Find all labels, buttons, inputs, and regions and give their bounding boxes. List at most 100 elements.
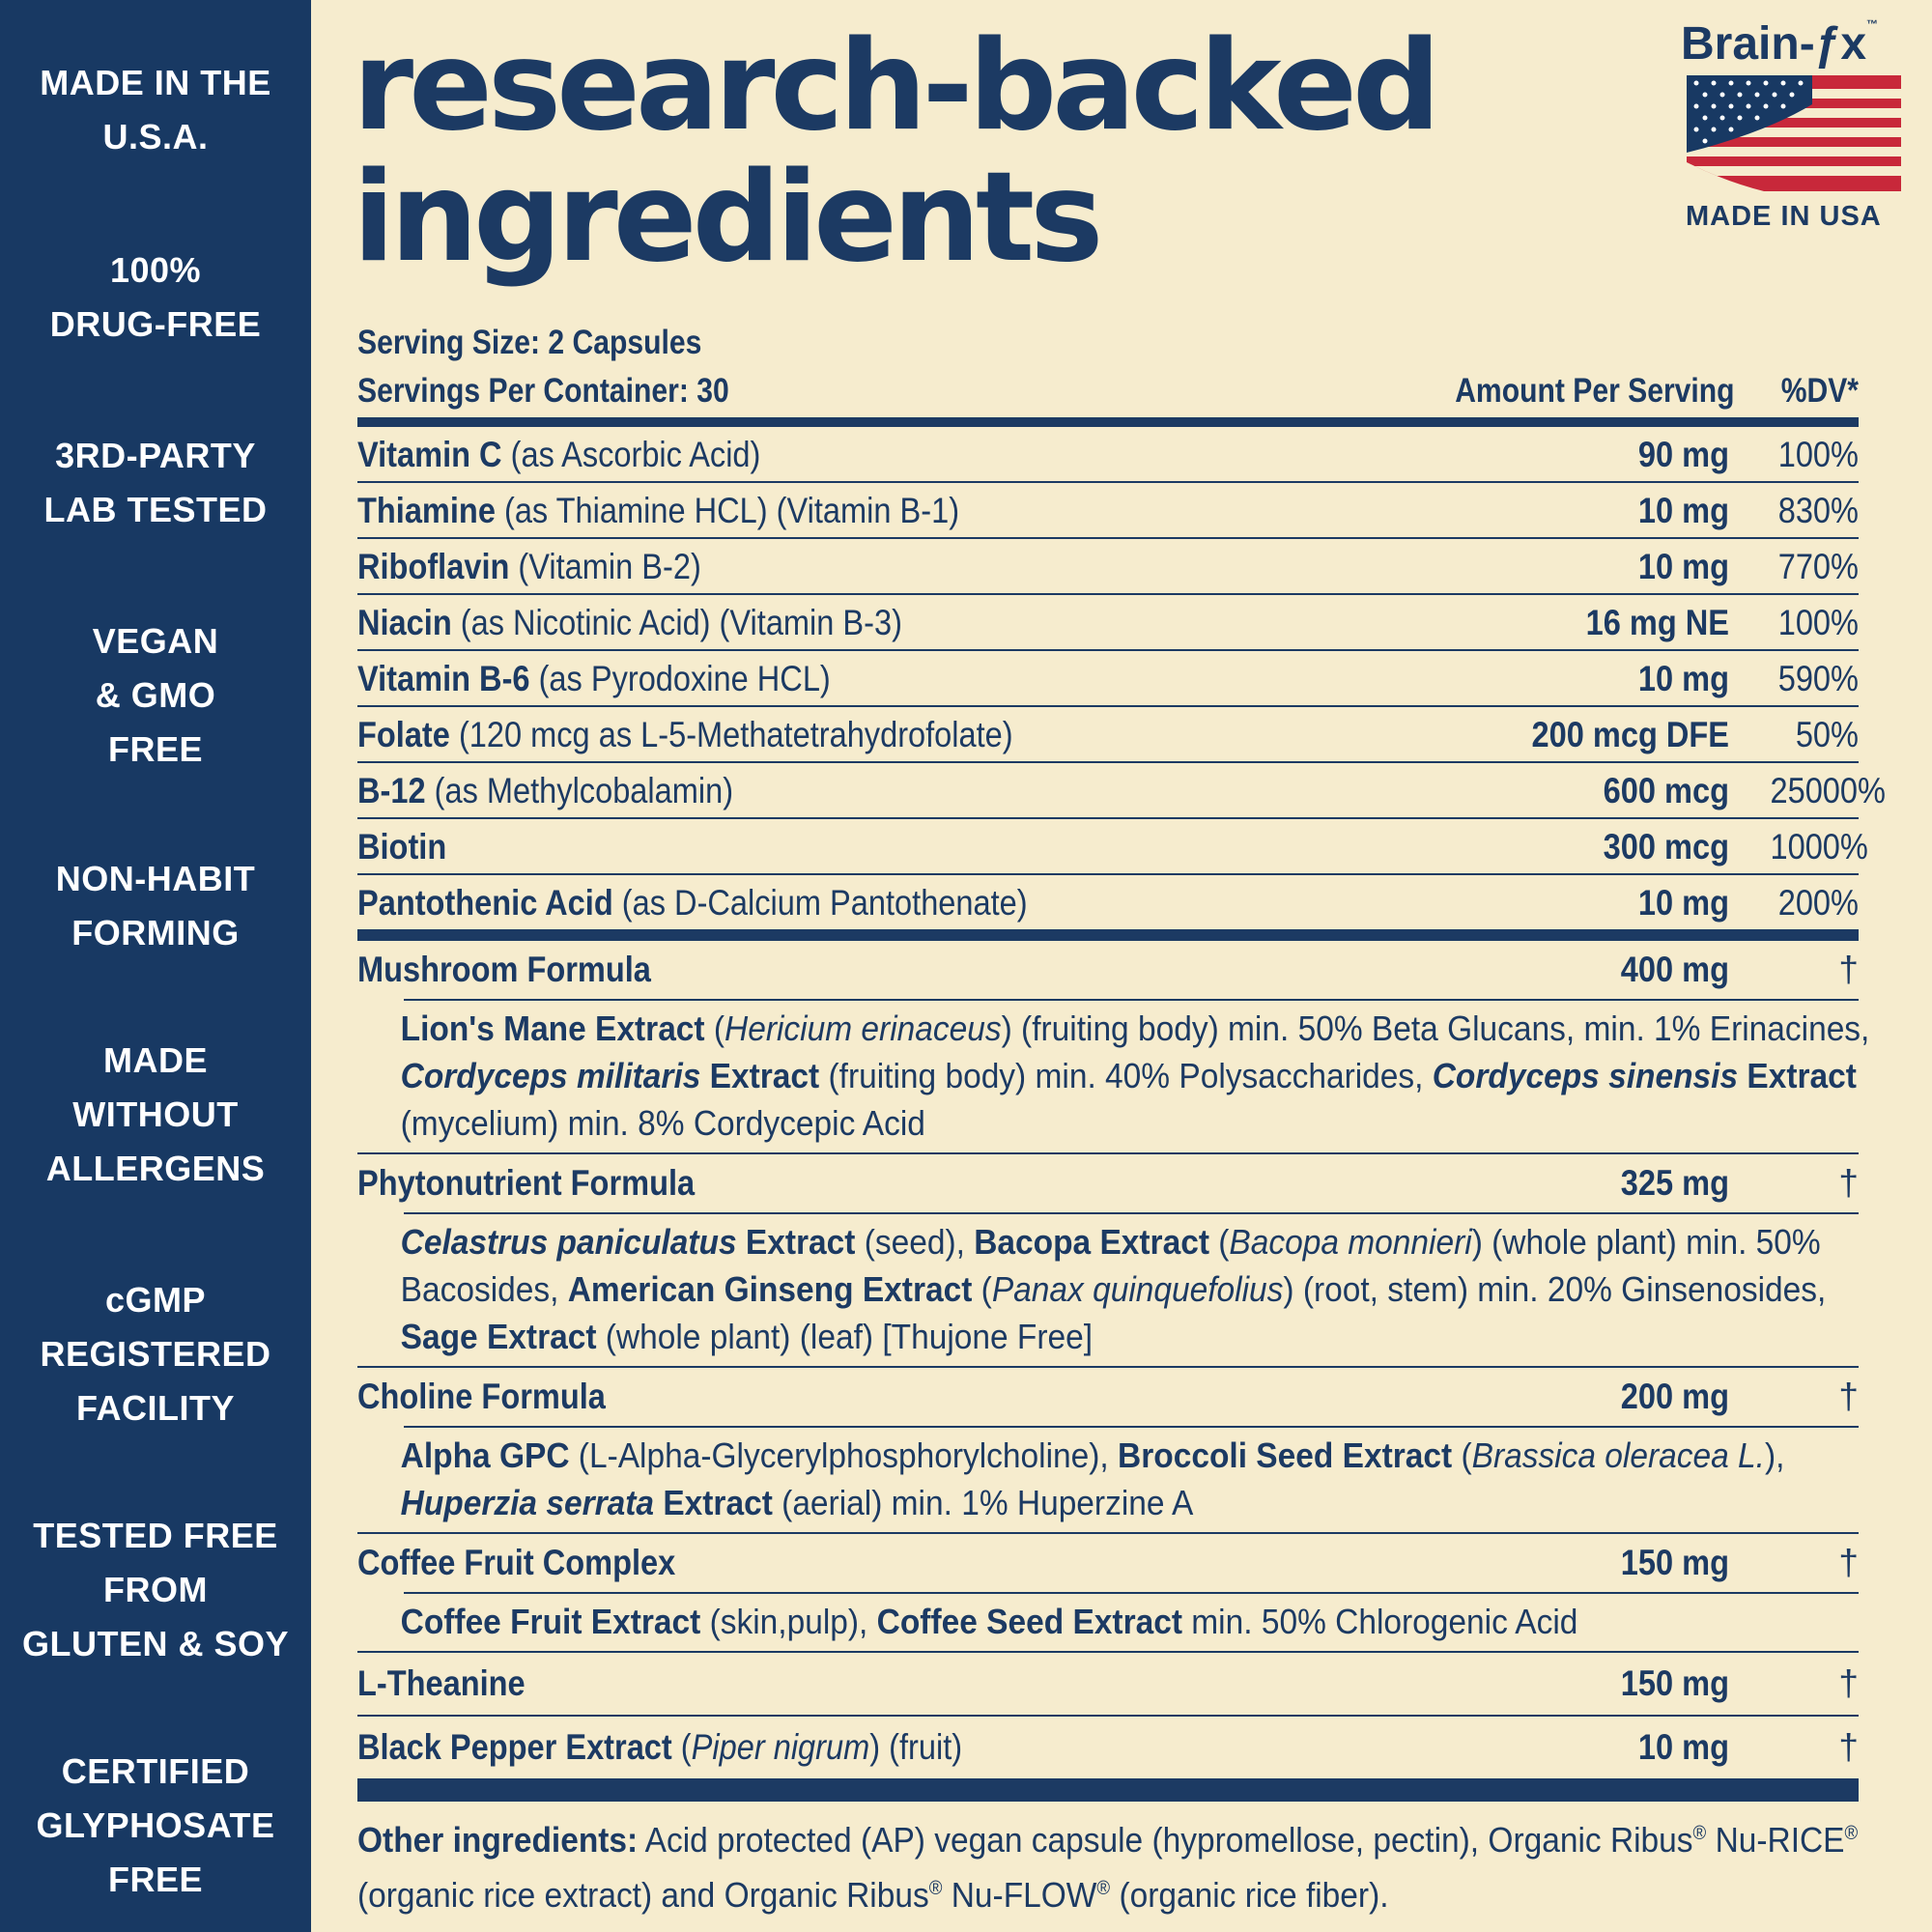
ingredient-text: (L-Alpha-Glycerylphosphorylcholine), [569, 1435, 1119, 1475]
badge-without-allergens: MADE WITHOUT ALLERGENS [45, 1040, 266, 1188]
ingredient-text: (seed), [855, 1222, 975, 1262]
latin-name: Cordyceps sinensis [1432, 1056, 1739, 1095]
sub-rule [404, 1592, 1859, 1594]
nutrient-name: Vitamin B-6 [357, 659, 530, 698]
ingredient-text: Acid protected (AP) vegan capsule (hypro… [638, 1820, 1693, 1860]
amount-value: 10 mg [1637, 659, 1729, 698]
ingredient-name: Extract [736, 1222, 856, 1262]
nutrient-detail: (as Methylcobalamin) [425, 771, 734, 810]
ingredient-name: Extract [700, 1056, 820, 1095]
table-row: Riboflavin (Vitamin B-2) 10 mg 770% [357, 539, 1859, 595]
amount-value: 200 mg [1620, 1377, 1729, 1416]
single-ingredient-list: L-Theanine 150 mg † Black Pepper Extract (P… [357, 1653, 1859, 1778]
nutrient-detail: (Vitamin B-2) [509, 547, 701, 586]
row-rule [357, 1715, 1859, 1717]
ingredient-text: Nu-RICE [1706, 1820, 1845, 1860]
dv-value: 590% [1777, 659, 1859, 698]
ingredient-label: Black Pepper Extract (Piper nigrum) (fru… [357, 1717, 962, 1778]
ingredient-text: ( [1452, 1435, 1472, 1475]
ingredient-text: (fruiting body) min. 40% Polysaccharides… [819, 1056, 1433, 1095]
table-row: Vitamin C (as Ascorbic Acid) 90 mg 100% [357, 427, 1859, 483]
dv-value: 830% [1777, 491, 1859, 530]
badge-lab-tested: 3RD-PARTY LAB TESTED [43, 436, 268, 529]
ingredient-text: ) (root, stem) min. 20% Ginsenosides, [1283, 1269, 1827, 1309]
ingredient-name: American Ginseng Extract [567, 1269, 973, 1309]
latin-name: Huperzia serrata [400, 1483, 655, 1522]
ingredient-text: ), [1764, 1435, 1785, 1475]
nutrient-name: Vitamin C [357, 435, 502, 474]
ingredient-text: ( [704, 1009, 725, 1048]
made-in-usa-caption: MADE IN USA [1686, 201, 1882, 232]
header-rule [357, 417, 1859, 427]
amount-value: 10 mg [1637, 491, 1729, 530]
ingredient-name: Extract [1738, 1056, 1857, 1095]
ingredient-text: (organic rice extract) and Organic Ribus [357, 1875, 929, 1915]
ingredient-text: (whole plant) (leaf) [Thujone Free] [596, 1317, 1094, 1356]
formula-row: Black Pepper Extract (Piper nigrum) (fru… [357, 1717, 1859, 1778]
ingredient-name: Extract [654, 1483, 773, 1522]
formula-name: Choline Formula [357, 1377, 606, 1416]
sub-rule [404, 999, 1859, 1001]
nutrient-name: Thiamine [357, 491, 496, 530]
amount-value: 10 mg [1637, 1727, 1729, 1767]
dagger-mark: † [1838, 950, 1859, 989]
ingredient-text: ( [972, 1269, 992, 1309]
section-rule [357, 931, 1859, 941]
amount-value: 150 mg [1620, 1543, 1729, 1582]
facts-header: Servings Per Container: 30 Amount Per Se… [357, 367, 1859, 417]
formula-row: Mushroom Formula 400 mg † [357, 941, 1859, 999]
table-row: Vitamin B-6 (as Pyrodoxine HCL) 10 mg 590% [357, 651, 1859, 707]
latin-name: Bacopa monnieri [1229, 1222, 1472, 1262]
formula-row: Coffee Fruit Complex 150 mg † [357, 1534, 1859, 1592]
formula-description: Coffee Fruit Extract (skin,pulp), Coffee… [357, 1594, 1891, 1651]
us-flag-icon [1687, 75, 1901, 191]
ingredient-name: Coffee Fruit Extract [400, 1602, 701, 1641]
dv-value: 25000% [1770, 771, 1886, 810]
nutrient-label: Thiamine (as Thiamine HCL) (Vitamin B-1) [357, 483, 959, 539]
ingredient-text: ) (whole plant) min. 50% Bacosides, [400, 1222, 1821, 1309]
ingredient-name: Bacopa Extract [974, 1222, 1209, 1262]
vitamin-list: Vitamin C (as Ascorbic Acid) 90 mg 100% Thi… [357, 427, 1886, 931]
nutrient-detail: (as Pyrodoxine HCL) [529, 659, 831, 698]
amount-value: 10 mg [1637, 883, 1729, 923]
nutrient-label: Pantothenic Acid (as D-Calcium Pantothen… [357, 875, 1028, 931]
nutrient-name: Pantothenic Acid [357, 883, 613, 923]
nutrient-detail: (as Nicotinic Acid) (Vitamin B-3) [451, 603, 902, 642]
formula-row: Phytonutrient Formula 325 mg † [357, 1154, 1859, 1212]
dagger-mark: † [1838, 1163, 1859, 1203]
ingredient-text: ( [671, 1727, 692, 1767]
footer-rule [357, 1778, 1859, 1802]
badge-cgmp-facility: cGMP REGISTERED FACILITY [40, 1280, 271, 1428]
latin-name: Piper nigrum [691, 1727, 870, 1767]
table-row: Niacin (as Nicotinic Acid) (Vitamin B-3)… [357, 595, 1859, 651]
formula-description: Lion's Mane Extract (Hericium erinaceus)… [357, 1001, 1891, 1152]
badge-drug-free: 100% DRUG-FREE [49, 250, 262, 344]
formula-description: Celastrus paniculatus Extract (seed), Ba… [357, 1214, 1891, 1366]
badge-non-habit-forming: NON-HABIT FORMING [55, 859, 256, 952]
ingredient-text: (organic rice fiber). [1110, 1875, 1389, 1915]
row-rule [357, 1366, 1859, 1368]
dv-value: 100% [1777, 435, 1859, 474]
nutrient-detail: (as D-Calcium Pantothenate) [612, 883, 1028, 923]
table-row: B-12 (as Methylcobalamin) 600 mcg 25000% [357, 763, 1886, 819]
table-row: Folate (120 mcg as L-5-Methatetrahydrofo… [357, 707, 1859, 763]
amount-value: 325 mg [1620, 1163, 1729, 1203]
amount-value: 600 mcg [1603, 771, 1729, 810]
table-row: Pantothenic Acid (as D-Calcium Pantothen… [357, 875, 1859, 931]
nutrient-name: Riboflavin [357, 547, 510, 586]
dv-header: %DV* [1780, 372, 1859, 410]
badge-glyphosate-free: CERTIFIED GLYPHOSATE FREE [36, 1751, 275, 1899]
row-rule [357, 1152, 1859, 1154]
ingredient-name: Sage Extract [400, 1317, 597, 1356]
registered-mark: ® [1692, 1823, 1707, 1844]
formula-name: Phytonutrient Formula [357, 1163, 696, 1203]
nutrient-name: Niacin [357, 603, 452, 642]
ingredient-text: ( [1208, 1222, 1230, 1262]
dagger-mark: † [1838, 1663, 1859, 1703]
nutrient-detail: (as Thiamine HCL) (Vitamin B-1) [495, 491, 960, 530]
formula-list: Mushroom Formula 400 mg † Lion's Mane Extra… [357, 941, 1869, 1653]
latin-name: Celastrus paniculatus [400, 1222, 737, 1262]
other-ingredients-label: Other ingredients: [357, 1820, 639, 1860]
dagger-mark: † [1838, 1377, 1859, 1416]
table-row: Thiamine (as Thiamine HCL) (Vitamin B-1)… [357, 483, 1859, 539]
